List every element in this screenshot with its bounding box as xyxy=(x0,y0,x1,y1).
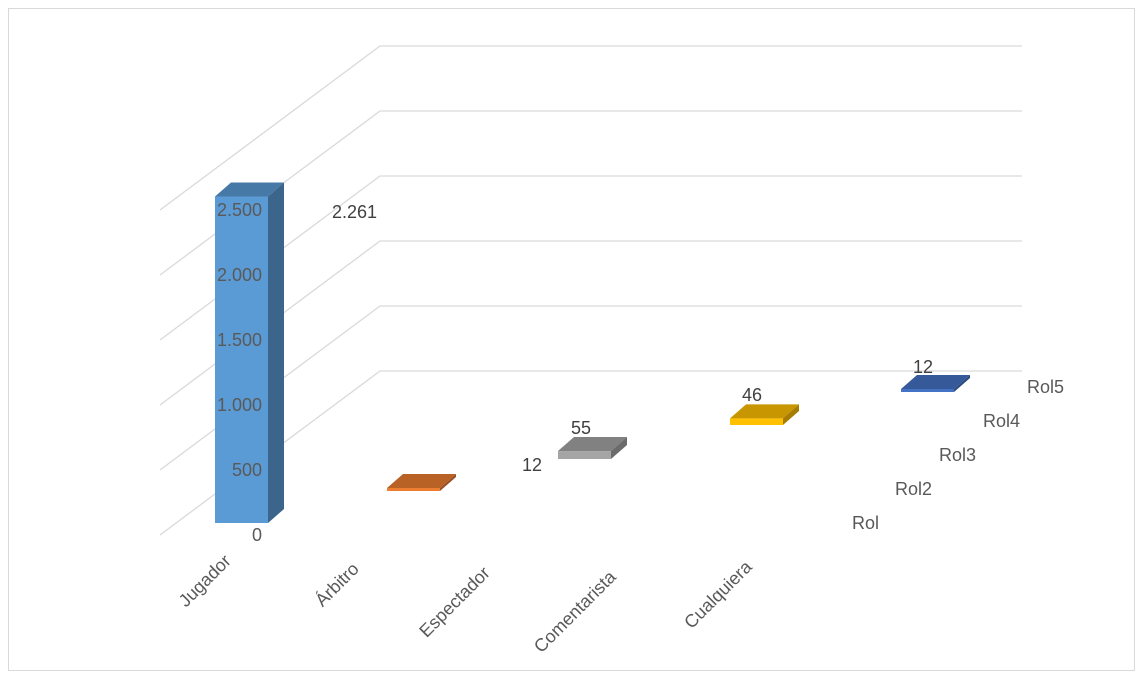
gridline xyxy=(159,45,1022,211)
category-label: Cualquiera xyxy=(680,556,756,632)
bar-top-face xyxy=(901,375,970,389)
gridline xyxy=(159,240,1022,406)
bar-rol2 xyxy=(387,474,456,491)
category-label: Árbitro xyxy=(311,559,363,611)
gridline xyxy=(159,175,1022,341)
data-label: 2.261 xyxy=(332,202,377,222)
y-tick-label: 0 xyxy=(252,525,262,545)
gridlines xyxy=(159,45,1022,536)
gridline xyxy=(159,110,1022,276)
bar-top-face xyxy=(730,404,799,419)
bars xyxy=(215,182,970,523)
bar-rol xyxy=(215,182,284,523)
series-label: Rol2 xyxy=(895,479,932,499)
bar-side-face xyxy=(440,474,456,491)
y-tick-label: 1.500 xyxy=(217,330,262,350)
bar-rol3 xyxy=(558,437,627,459)
series-label: Rol xyxy=(852,513,879,533)
category-label: Jugador xyxy=(175,551,235,611)
bar-front-face xyxy=(387,488,440,491)
bar-top-face xyxy=(387,474,456,488)
bar-front-face xyxy=(558,451,611,459)
category-label: Comentarista xyxy=(530,566,621,657)
bar-side-face xyxy=(611,437,627,459)
bar-top-face xyxy=(215,182,284,197)
bar-front-face xyxy=(215,196,268,523)
series-label: Rol5 xyxy=(1027,377,1064,397)
bar-front-face xyxy=(730,418,783,425)
y-tick-label: 2.000 xyxy=(217,265,262,285)
series-labels: Rol Rol2 Rol3 Rol4 Rol5 xyxy=(852,377,1064,533)
series-label: Rol4 xyxy=(983,411,1020,431)
category-labels: Jugador Árbitro Espectador Comentarista Cual… xyxy=(175,551,757,657)
data-label: 12 xyxy=(913,357,933,377)
data-label: 55 xyxy=(571,418,591,438)
y-tick-label: 1.000 xyxy=(217,395,262,415)
bar-rol5 xyxy=(901,375,970,392)
bar-side-face xyxy=(268,182,284,523)
category-label: Espectador xyxy=(415,563,494,642)
chart-area xyxy=(8,8,1135,671)
bar-side-face xyxy=(783,404,799,425)
bar-rol4 xyxy=(730,404,799,425)
data-label: 12 xyxy=(522,455,542,475)
series-label: Rol3 xyxy=(939,445,976,465)
bar-front-face xyxy=(901,389,954,392)
y-tick-label: 2.500 xyxy=(217,200,262,220)
data-label: 46 xyxy=(742,385,762,405)
data-labels: 2.261 12 55 46 12 xyxy=(332,202,933,475)
bar-side-face xyxy=(954,375,970,392)
y-axis-ticks: 0 500 1.000 1.500 2.000 2.500 xyxy=(217,200,262,545)
bar-top-face xyxy=(558,437,627,452)
y-tick-label: 500 xyxy=(232,460,262,480)
